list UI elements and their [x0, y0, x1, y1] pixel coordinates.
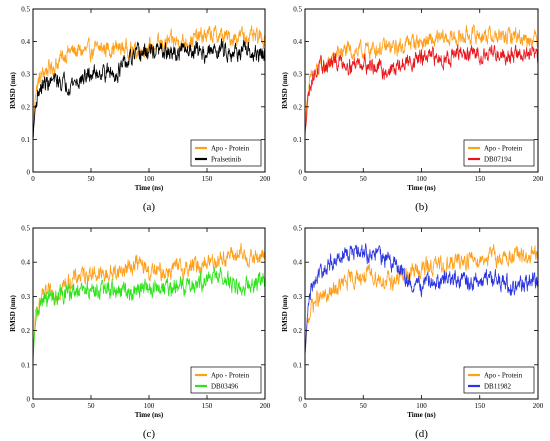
y-tick-label: 0.1 — [21, 136, 30, 144]
legend-entry: Pralsetinib — [211, 156, 241, 164]
y-tick-label: 0.4 — [21, 259, 30, 267]
y-tick-label: 0.3 — [21, 71, 30, 79]
legend-entry: Apo - Protein — [211, 145, 250, 153]
legend-entry: DB11982 — [484, 383, 511, 391]
chart-panel: 0 50 100 150 200 0 0.1 0.2 0.3 0.4 0.5 Time (ns) RMS… — [9, 225, 271, 441]
y-tick-label: 0.5 — [293, 6, 302, 14]
x-axis-label: Time (ns) — [135, 411, 164, 419]
y-tick-label: 0.4 — [293, 38, 302, 46]
x-axis-label: Time (ns) — [407, 411, 436, 419]
legend: Apo - Protein DB03496 — [190, 366, 262, 394]
y-tick-label: 0.2 — [293, 103, 302, 111]
series-line-2 — [304, 243, 539, 356]
legend-box — [463, 366, 535, 394]
series-line-2 — [32, 38, 266, 138]
series-line-2 — [32, 266, 266, 363]
y-tick-label: 0.4 — [21, 38, 30, 46]
panel-label: (b) — [415, 201, 428, 213]
x-tick-label: 100 — [144, 402, 155, 410]
series-line-2 — [304, 44, 539, 138]
y-axis-label: RMSD (nm) — [281, 294, 289, 331]
series-line-1 — [32, 242, 266, 356]
x-tick-label: 50 — [88, 402, 96, 410]
y-tick-label: 0.3 — [21, 293, 30, 301]
x-tick-label: 100 — [416, 175, 427, 183]
x-tick-label: 150 — [202, 402, 213, 410]
x-axis-label: Time (ns) — [407, 184, 436, 192]
x-tick-label: 100 — [144, 175, 155, 183]
legend-entry: DB03496 — [211, 383, 239, 391]
panel-label: (a) — [143, 201, 156, 213]
panel-label: (d) — [415, 428, 428, 440]
series-group — [32, 242, 266, 363]
x-tick-label: 200 — [260, 175, 271, 183]
y-tick-label: 0 — [27, 396, 31, 404]
x-tick-label: 150 — [475, 402, 486, 410]
series-group — [304, 24, 539, 138]
series-group — [304, 243, 539, 356]
series-line-1 — [304, 243, 539, 356]
y-tick-label: 0.1 — [293, 136, 302, 144]
y-tick-label: 0.5 — [21, 225, 30, 233]
legend-box — [190, 366, 262, 394]
x-axis-label: Time (ns) — [135, 184, 164, 192]
y-tick-label: 0 — [299, 169, 303, 177]
y-tick-label: 0.5 — [293, 225, 302, 233]
y-tick-label: 0.2 — [21, 327, 30, 335]
x-tick-label: 50 — [360, 402, 368, 410]
legend-entry: DB07194 — [484, 156, 512, 164]
chart-panel: 0 50 100 150 200 0 0.1 0.2 0.3 0.4 0.5 Time (ns) RMS… — [281, 6, 544, 214]
x-tick-label: 200 — [533, 175, 544, 183]
y-tick-label: 0.3 — [293, 71, 302, 79]
y-tick-label: 0 — [299, 396, 303, 404]
series-group — [32, 24, 266, 138]
legend: Apo - Protein DB07194 — [463, 139, 535, 167]
x-tick-label: 200 — [260, 402, 271, 410]
y-tick-label: 0 — [27, 169, 31, 177]
series-line-1 — [304, 24, 539, 132]
y-tick-label: 0.2 — [21, 103, 30, 111]
x-tick-label: 150 — [202, 175, 213, 183]
y-tick-label: 0.4 — [293, 259, 302, 267]
legend-entry: Apo - Protein — [484, 145, 523, 153]
x-tick-label: 0 — [303, 175, 307, 183]
panel-label: (c) — [143, 428, 156, 440]
y-tick-label: 0.2 — [293, 327, 302, 335]
y-axis-label: RMSD (nm) — [9, 71, 17, 108]
x-tick-label: 50 — [360, 175, 368, 183]
legend-box — [463, 139, 535, 167]
legend-box — [190, 139, 262, 167]
legend-entry: Apo - Protein — [484, 372, 523, 380]
y-axis-label: RMSD (nm) — [281, 71, 289, 108]
x-tick-label: 50 — [88, 175, 96, 183]
x-tick-label: 100 — [416, 402, 427, 410]
x-tick-label: 0 — [31, 402, 35, 410]
x-tick-label: 0 — [303, 402, 307, 410]
series-line-1 — [32, 24, 266, 132]
legend-entry: Apo - Protein — [211, 372, 250, 380]
legend: Apo - Protein DB11982 — [463, 366, 535, 394]
chart-panel: 0 50 100 150 200 0 0.1 0.2 0.3 0.4 0.5 Time (ns) RMS… — [281, 225, 544, 441]
x-tick-label: 200 — [533, 402, 544, 410]
y-tick-label: 0.5 — [21, 6, 30, 14]
chart-panel: 0 50 100 150 200 0 0.1 0.2 0.3 0.4 0.5 Time (ns) RMS… — [9, 6, 271, 214]
legend: Apo - Protein Pralsetinib — [190, 139, 262, 167]
x-tick-label: 150 — [475, 175, 486, 183]
y-tick-label: 0.1 — [21, 361, 30, 369]
x-tick-label: 0 — [31, 175, 35, 183]
y-tick-label: 0.1 — [293, 361, 302, 369]
y-tick-label: 0.3 — [293, 293, 302, 301]
y-axis-label: RMSD (nm) — [9, 294, 17, 331]
